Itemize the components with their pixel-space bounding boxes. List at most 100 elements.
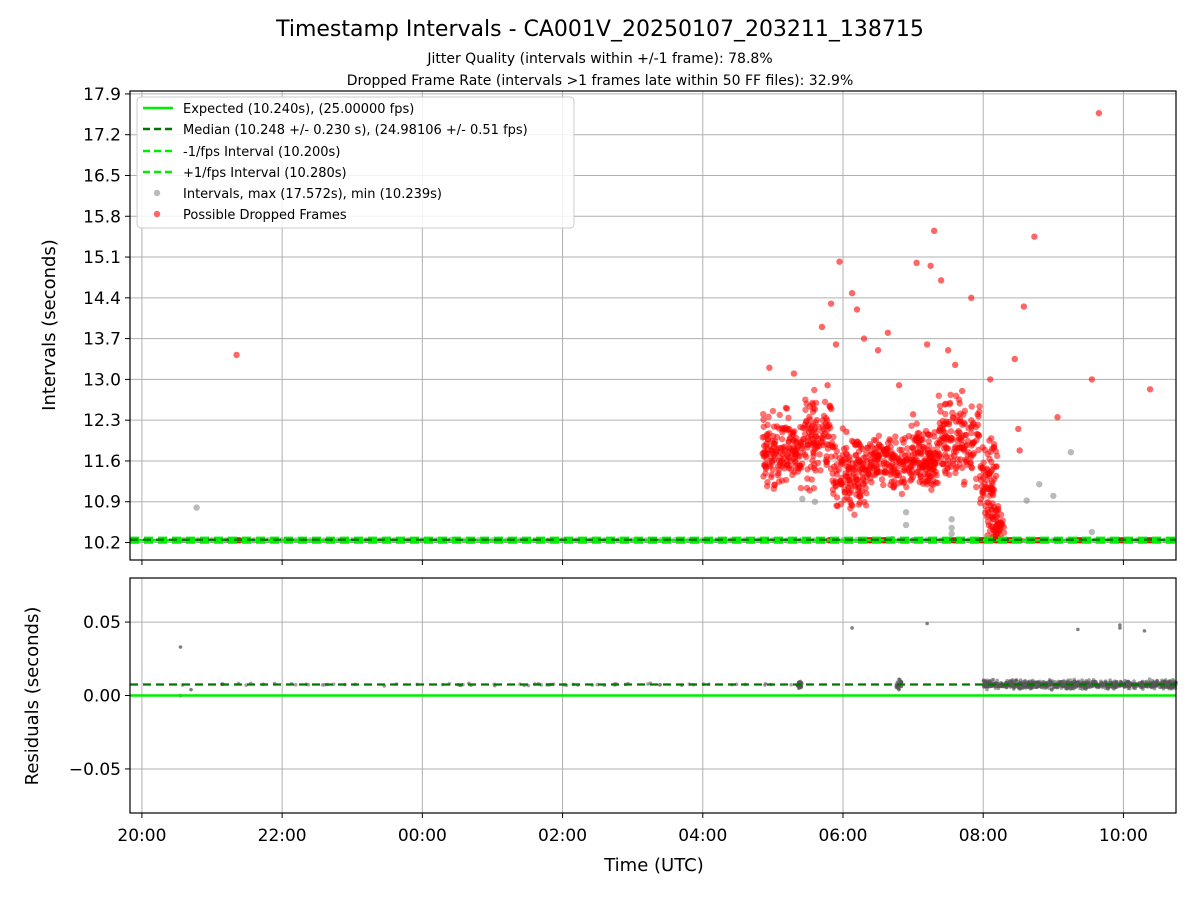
dropped-frame-point (938, 433, 946, 441)
residual-point (1114, 681, 1119, 685)
dropped-frame-point (809, 457, 816, 464)
dropped-frame-point (766, 364, 773, 371)
dropped-frame-point (980, 492, 987, 499)
dropped-frame-point (836, 258, 843, 265)
dropped-frame-point (843, 450, 850, 457)
dropped-frame-point (878, 476, 886, 483)
residual-point (1029, 685, 1034, 689)
dropped-frame-point (976, 403, 983, 410)
interval-point (1067, 449, 1075, 456)
dropped-frame-point (905, 432, 913, 440)
dropped-frame-point (925, 438, 932, 445)
x-tick-label: 08:00 (959, 826, 1008, 846)
dropped-frame-point (955, 396, 963, 403)
dropped-frame-point (851, 511, 858, 518)
dropped-frame-point (917, 473, 924, 480)
dropped-frame-point (887, 437, 894, 444)
dropped-frame-point (1054, 414, 1061, 421)
dropped-frame-point (927, 262, 934, 269)
jitter-quality-subtitle: Jitter Quality (intervals within +/-1 fr… (426, 51, 772, 67)
dropped-frame-point (861, 498, 868, 506)
interval-point (1036, 481, 1043, 488)
dropped-frame-point (769, 437, 776, 445)
dropped-frame-point (997, 519, 1005, 527)
dropped-frame-point (968, 429, 975, 437)
dropped-frame-point (874, 347, 882, 354)
residual-point (1118, 626, 1122, 630)
dropped-frame-point (958, 437, 965, 444)
dropped-frame-point (895, 480, 902, 487)
dropped-frame-point (953, 429, 961, 437)
dropped-frame-point (806, 403, 814, 410)
dropped-frame-point (860, 454, 867, 461)
top-y-tick-label: 15.1 (83, 248, 121, 268)
dropped-frame-point (957, 410, 964, 417)
dropped-frame-point (993, 463, 1000, 470)
dropped-frame-point (791, 428, 798, 435)
residual-point (1093, 680, 1098, 684)
dropped-frame-point (936, 440, 943, 447)
dropped-frame-point (760, 410, 767, 418)
dropped-frame-point (837, 477, 844, 485)
dropped-frame-point (811, 445, 819, 453)
residual-point (189, 687, 193, 692)
dropped-frame-point (1015, 425, 1022, 433)
dropped-frame-point (835, 466, 842, 473)
x-tick-label: 06:00 (818, 826, 867, 846)
dropped-frame-point (854, 476, 861, 484)
dropped-frame-point (776, 411, 783, 419)
dropped-frame-point (764, 421, 771, 429)
intervals-panel: 10.2 10.9 11.6 12.3 13.0 13.7 14.4 15.1 15.8 16.5… (83, 85, 1177, 565)
dropped-frame-point (804, 466, 811, 473)
residual-point (925, 621, 929, 626)
dropped-frame-point (775, 457, 783, 464)
residual-point (1020, 679, 1025, 684)
dropped-frame-point (977, 499, 984, 507)
dropped-frame-point (817, 467, 824, 474)
dropped-frame-point (877, 451, 884, 459)
dropped-frame-point (872, 449, 879, 456)
dropped-frame-point (826, 403, 833, 410)
residuals-panel: 20:00 22:00 00:00 02:00 04:00 06:00 08:00 10:00… (69, 577, 1178, 846)
dropped-frame-point (899, 475, 907, 482)
dropped-frame-point (760, 416, 767, 423)
dropped-frame-point (814, 459, 822, 467)
dropped-frame-point (848, 289, 856, 297)
dropped-frame-point (900, 439, 907, 446)
dropped-frame-point (866, 441, 874, 448)
dropped-frame-point (802, 396, 809, 403)
dropped-frame-point (914, 448, 922, 455)
residual-point (1100, 683, 1105, 688)
dropped-frame-point (983, 483, 991, 491)
dropped-frame-point (940, 420, 948, 428)
residual-point (1075, 680, 1080, 685)
dropped-frame-point (842, 455, 849, 463)
dropped-frame-point (977, 476, 985, 484)
dropped-frame-point (968, 417, 975, 424)
dropped-frame-point (776, 449, 784, 456)
dropped-frame-point (1146, 386, 1154, 393)
dropped-frame-point (961, 478, 968, 485)
dropped-frame-point (909, 468, 916, 475)
dropped-frame-point (810, 452, 817, 460)
residual-point (1024, 681, 1028, 686)
dropped-frame-point (1011, 355, 1018, 363)
residual-point (1155, 678, 1159, 683)
bottom-y-tick-label: −0.05 (69, 760, 121, 780)
interval-point (948, 524, 955, 532)
legend-dot-swatch (153, 189, 161, 197)
dropped-frame-point (950, 414, 957, 422)
residual-point (1122, 685, 1127, 690)
residual-point (797, 680, 801, 685)
dropped-frame-point (968, 423, 975, 430)
interval-point (948, 516, 955, 523)
x-tick-label: 22:00 (258, 826, 307, 846)
dropped-frame-point (816, 451, 823, 458)
residual-point (1047, 686, 1052, 691)
dropped-frame-point (809, 408, 817, 415)
dropped-frame-point (783, 405, 791, 412)
dropped-frame-point (810, 426, 818, 434)
dropped-frame-point (882, 451, 889, 458)
residual-point (983, 682, 987, 687)
residual-point (1005, 678, 1009, 683)
